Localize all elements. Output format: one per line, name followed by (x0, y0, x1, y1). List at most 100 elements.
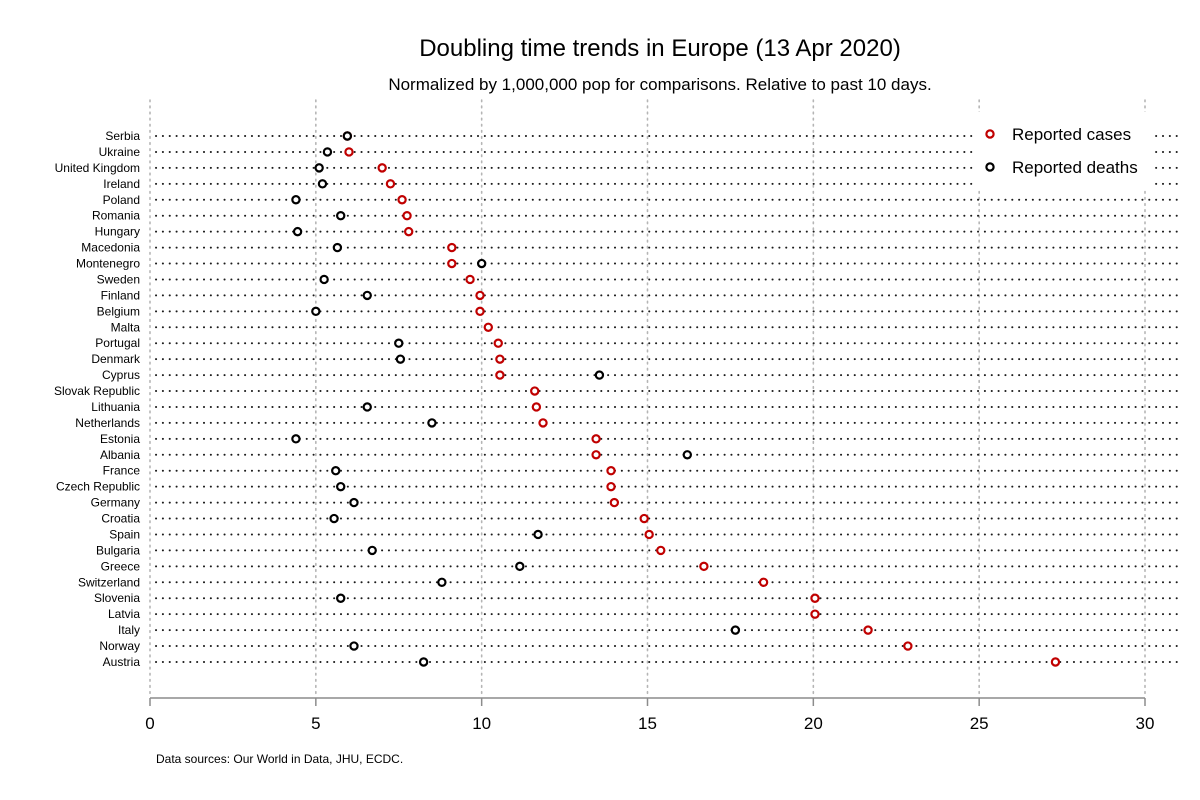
deaths-point (322, 147, 333, 157)
deaths-point (476, 258, 487, 269)
category-label: Denmark (91, 352, 141, 366)
deaths-point (332, 242, 343, 253)
cases-point (699, 561, 709, 572)
chart-title: Doubling time trends in Europe (13 Apr 2… (419, 35, 901, 62)
category-label: Malta (111, 320, 141, 334)
x-tick-label: 30 (1136, 714, 1155, 733)
category-label: Netherlands (75, 416, 140, 430)
cases-point (495, 370, 505, 380)
cases-point (493, 338, 503, 348)
legend-cases-marker (985, 129, 995, 139)
deaths-point (394, 338, 404, 348)
category-label: Czech Republic (56, 480, 140, 494)
category-label: Norway (99, 639, 140, 653)
category-label: Germany (91, 496, 140, 510)
deaths-point (329, 513, 339, 524)
category-label: Italy (118, 623, 140, 637)
category-label: Greece (101, 559, 141, 573)
category-label: Portugal (95, 336, 140, 350)
cases-point (863, 625, 873, 635)
deaths-point (730, 625, 741, 635)
category-label: Switzerland (78, 575, 140, 589)
category-label: Lithuania (91, 400, 140, 414)
deaths-point (336, 593, 346, 603)
cases-point (465, 274, 475, 285)
cases-point (538, 418, 548, 428)
x-tick-label: 0 (145, 714, 154, 733)
category-label: Ireland (103, 177, 140, 191)
deaths-point (515, 561, 525, 572)
cases-point (810, 609, 820, 619)
cases-point (758, 577, 769, 588)
deaths-point (317, 179, 328, 189)
x-tick-label: 5 (311, 714, 320, 733)
cases-point (903, 641, 913, 651)
category-label: Macedonia (81, 241, 140, 255)
cases-point (639, 513, 649, 524)
x-tick-label: 20 (804, 714, 823, 733)
cases-point (495, 354, 505, 364)
cases-point (606, 481, 616, 492)
legend-box (975, 112, 1155, 190)
legend-deaths-marker (985, 162, 995, 172)
deaths-point (331, 466, 341, 476)
cases-point (810, 593, 820, 603)
deaths-point (349, 641, 359, 651)
deaths-point (437, 577, 447, 588)
cases-point (475, 290, 485, 301)
cases-point (483, 322, 493, 332)
x-axis: 0 5 10 15 20 25 30 (145, 697, 1155, 733)
cases-point (447, 258, 457, 269)
cases-point (385, 179, 396, 189)
category-label: Serbia (105, 129, 140, 143)
category-label: Spain (109, 527, 140, 541)
category-label: Slovak Republic (54, 384, 140, 398)
x-tick-label: 25 (970, 714, 989, 733)
legend: Reported cases Reported deaths (975, 112, 1155, 190)
category-label: Bulgaria (96, 543, 140, 557)
legend-cases-label: Reported cases (1012, 125, 1131, 144)
deaths-point (362, 402, 372, 412)
x-tick-label: 15 (638, 714, 657, 733)
deaths-point (682, 450, 693, 460)
category-label: Finland (101, 288, 140, 302)
category-label: Romania (92, 209, 140, 223)
deaths-point (291, 434, 301, 444)
deaths-point (311, 306, 321, 317)
cases-point (591, 450, 601, 460)
cases-point (404, 226, 414, 237)
legend-deaths-label: Reported deaths (1012, 158, 1138, 177)
deaths-point (292, 226, 303, 237)
deaths-point (314, 163, 324, 173)
category-label: Austria (103, 655, 141, 669)
category-label: Croatia (101, 512, 140, 526)
category-label: Cyprus (102, 368, 140, 382)
data-source-note: Data sources: Our World in Data, JHU, EC… (156, 752, 403, 766)
cases-point (609, 497, 620, 508)
cases-point (591, 434, 601, 444)
category-label: Montenegro (76, 257, 140, 271)
category-labels: Serbia Ukraine United Kingdom Ireland Poland… (54, 129, 141, 669)
category-label: France (103, 464, 141, 478)
category-label: Estonia (100, 432, 140, 446)
deaths-point (395, 354, 406, 364)
category-label: Latvia (108, 607, 140, 621)
category-label: Hungary (95, 225, 140, 239)
category-label: Sweden (97, 272, 140, 286)
cases-point (402, 210, 412, 221)
deaths-point (367, 545, 377, 556)
cases-point (447, 242, 457, 253)
deaths-point (533, 529, 543, 540)
deaths-point (362, 290, 372, 301)
cases-point (606, 466, 616, 476)
category-label: Slovenia (94, 591, 140, 605)
deaths-point (342, 131, 353, 141)
category-label: Ukraine (99, 145, 141, 159)
deaths-point (291, 195, 301, 205)
category-label: United Kingdom (55, 161, 140, 175)
cases-point (531, 402, 542, 412)
data-points (291, 131, 1061, 667)
deaths-point (319, 274, 329, 285)
category-label: Belgium (97, 304, 140, 318)
